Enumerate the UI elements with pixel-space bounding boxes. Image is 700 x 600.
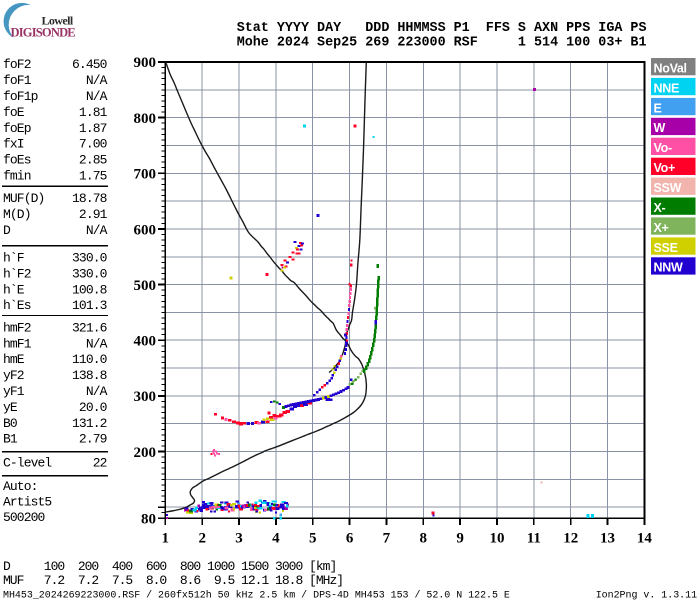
svg-text:700: 700 — [134, 167, 157, 183]
svg-text:Vo+: Vo+ — [654, 161, 675, 175]
svg-text:Vo-: Vo- — [654, 141, 672, 155]
svg-text:foEp 1.87: foEp 1.87 — [3, 121, 107, 136]
svg-text:X-: X- — [654, 201, 666, 215]
svg-text:Auto:: Auto: — [3, 479, 38, 494]
svg-text:300: 300 — [134, 389, 157, 405]
svg-text:4: 4 — [272, 531, 280, 547]
svg-text:9: 9 — [456, 531, 464, 547]
svg-text:MH453_2024269223000.RSF / 260f: MH453_2024269223000.RSF / 260fx512h 50 k… — [3, 590, 510, 600]
svg-text:400: 400 — [134, 334, 157, 350]
svg-text:7: 7 — [383, 531, 391, 547]
svg-text:SSW: SSW — [654, 181, 682, 195]
svg-text:foF2 6.450: foF2 6.450 — [3, 57, 107, 72]
svg-text:yF2 138.8: yF2 138.8 — [3, 368, 107, 383]
svg-text:14: 14 — [637, 531, 653, 547]
svg-text:200: 200 — [134, 445, 157, 461]
svg-text:B0 131.2: B0 131.2 — [3, 416, 107, 431]
svg-text:SSE: SSE — [654, 241, 678, 255]
svg-text:10: 10 — [490, 531, 505, 547]
svg-text:DIGISONDE: DIGISONDE — [11, 25, 76, 39]
svg-text:hmF2 321.6: hmF2 321.6 — [3, 320, 107, 335]
svg-text:foF1p N/A: foF1p N/A — [3, 89, 108, 104]
svg-text:yF1 N/A: yF1 N/A — [3, 384, 108, 399]
svg-text:Lowell: Lowell — [42, 14, 74, 28]
svg-text:8: 8 — [420, 531, 428, 547]
svg-text:foF1 N/A: foF1 N/A — [3, 73, 108, 88]
svg-text:X+: X+ — [654, 221, 669, 235]
svg-text:3: 3 — [235, 531, 243, 547]
svg-text:h`E 100.8: h`E 100.8 — [3, 282, 107, 297]
svg-text:h`F 330.0: h`F 330.0 — [3, 251, 107, 266]
svg-text:Stat YYYY DAY DDD HHMMSS P1: Stat YYYY DAY DDD HHMMSS P1 FFS S AXN PP… — [237, 21, 647, 36]
svg-text:D N/A: D N/A — [3, 223, 108, 238]
svg-text:900: 900 — [134, 55, 157, 71]
svg-text:h`Es 101.3: h`Es 101.3 — [3, 298, 107, 313]
svg-text:6: 6 — [346, 531, 354, 547]
svg-text:NoVal: NoVal — [654, 61, 687, 75]
svg-text:13: 13 — [600, 531, 615, 547]
svg-text:12: 12 — [563, 531, 578, 547]
svg-text:500200: 500200 — [3, 510, 45, 525]
svg-text:1: 1 — [162, 531, 170, 547]
svg-text:B1 2.79: B1 2.79 — [3, 432, 107, 447]
svg-text:M(D) 2.91: M(D) 2.91 — [3, 207, 108, 222]
svg-text:MUF 7.2 7.2 7.5 8.0 8.6: MUF 7.2 7.2 7.5 8.0 8.6 9.5 12.1 18.8 [M… — [3, 573, 343, 588]
svg-text:foE 1.81: foE 1.81 — [3, 105, 108, 120]
svg-text:hmF1 N/A: hmF1 N/A — [3, 336, 108, 351]
svg-text:foEs 2.85: foEs 2.85 — [3, 153, 107, 168]
svg-text:NNE: NNE — [654, 81, 680, 95]
svg-text:NNW: NNW — [654, 261, 683, 275]
svg-text:fmin 1.75: fmin 1.75 — [3, 169, 107, 184]
svg-text:C-level 22: C-level 22 — [3, 455, 107, 470]
svg-text:600: 600 — [134, 222, 157, 238]
svg-text:5: 5 — [309, 531, 317, 547]
svg-text:800: 800 — [134, 111, 157, 127]
svg-text:2: 2 — [198, 531, 206, 547]
svg-text:MUF(D) 18.78: MUF(D) 18.78 — [3, 191, 107, 206]
svg-text:W: W — [654, 121, 666, 135]
svg-text:Artist5: Artist5 — [3, 494, 51, 509]
svg-text:80: 80 — [141, 512, 156, 528]
svg-text:Ion2Png v. 1.3.11: Ion2Png v. 1.3.11 — [596, 590, 697, 600]
svg-text:Mohe 2024 Sep25 269 223000 RSF: Mohe 2024 Sep25 269 223000 RSF 1 514 100… — [237, 36, 647, 51]
svg-text:yE 20.0: yE 20.0 — [3, 400, 107, 415]
svg-text:hmE 110.0: hmE 110.0 — [3, 352, 107, 367]
svg-text:E: E — [654, 101, 662, 115]
svg-text:11: 11 — [527, 531, 541, 547]
svg-text:fxI 7.00: fxI 7.00 — [3, 137, 107, 152]
svg-text:500: 500 — [134, 278, 157, 294]
svg-text:h`F2 330.0: h`F2 330.0 — [3, 266, 107, 281]
svg-text:D 100 200 400 600 800: D 100 200 400 600 800 1000 1500 3000 [km… — [3, 559, 336, 574]
